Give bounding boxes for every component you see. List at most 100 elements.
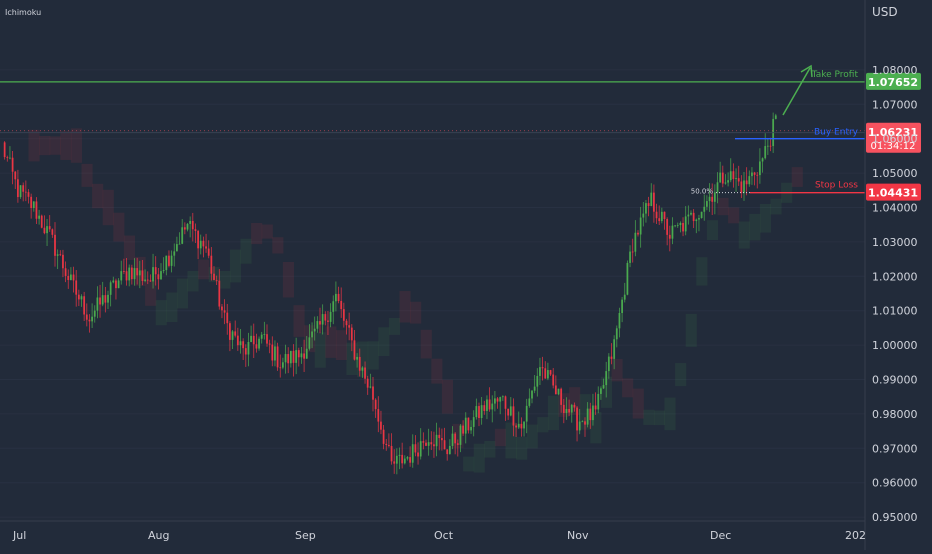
candle: [342, 302, 345, 328]
candle: [231, 329, 234, 350]
candle: [205, 233, 207, 253]
candle: [631, 238, 634, 263]
time-axis[interactable]: Jul Aug Sep Oct Nov Dec 202: [12, 529, 866, 542]
cloud-segment: [643, 409, 655, 425]
cloud-segment: [92, 183, 104, 209]
candle-body: [480, 405, 483, 419]
candle-body: [472, 417, 475, 427]
candle: [210, 247, 213, 281]
candle-body: [335, 293, 337, 302]
candle-body: [607, 356, 610, 372]
cloud-segment: [335, 330, 347, 361]
candle-body: [560, 388, 563, 405]
candle: [268, 339, 271, 354]
candle: [350, 324, 353, 352]
candle: [252, 323, 255, 358]
candle: [467, 417, 470, 434]
candle-body: [250, 335, 252, 343]
candle: [170, 250, 173, 273]
candle-body: [711, 196, 714, 202]
candle-body: [507, 408, 510, 416]
candle: [698, 214, 700, 232]
cloud-segment: [759, 204, 771, 233]
candle-body: [144, 279, 146, 281]
candle: [427, 428, 430, 456]
take-profit-tag[interactable]: [866, 72, 921, 90]
price-tick-label: 1.01000: [872, 305, 918, 318]
currency-label[interactable]: USD: [872, 5, 898, 19]
candle-body: [732, 171, 735, 180]
candle: [120, 260, 123, 285]
candle: [411, 434, 414, 468]
candle: [480, 396, 483, 425]
cloud-segment: [537, 417, 549, 433]
candle-body: [300, 353, 303, 358]
candle: [292, 344, 295, 377]
candle: [144, 269, 146, 283]
candle: [544, 361, 547, 379]
cloud-segment: [357, 341, 369, 378]
candle: [372, 376, 374, 412]
candle-body: [11, 157, 14, 172]
candle: [308, 324, 311, 351]
cloud-segment: [378, 327, 390, 357]
candle: [329, 303, 332, 328]
candle: [615, 325, 618, 348]
candle: [414, 435, 417, 457]
candle-body: [22, 185, 25, 192]
candle-body: [486, 399, 488, 412]
candle-body: [276, 346, 279, 368]
cloud-segment: [293, 305, 305, 337]
candle: [478, 402, 480, 427]
price-axis[interactable]: 1.08000 1.07000 1.06000 1.05000 1.04000 1.030…: [872, 64, 918, 524]
candle-body: [191, 220, 194, 230]
candle-body: [547, 370, 549, 379]
current-price-tag[interactable]: [866, 122, 921, 153]
candle: [51, 228, 54, 238]
candle: [684, 206, 687, 236]
candle-body: [698, 218, 700, 220]
candle: [745, 167, 748, 196]
candle-body: [653, 192, 655, 212]
candle: [443, 427, 446, 450]
candle-body: [104, 295, 107, 303]
indicator-label[interactable]: Ichimoku: [5, 8, 41, 17]
cloud-segment: [176, 278, 188, 309]
candle: [380, 410, 382, 435]
candle: [335, 281, 337, 312]
candle: [274, 340, 276, 367]
candle-body: [504, 396, 507, 409]
stop-loss-tag[interactable]: [866, 183, 921, 201]
candle: [557, 388, 560, 396]
candle: [112, 276, 115, 284]
candle-body: [361, 367, 364, 371]
candle: [316, 316, 319, 333]
candle-body: [454, 433, 457, 444]
cloud-segment: [229, 249, 241, 283]
candle-body: [3, 142, 6, 158]
candle: [282, 357, 284, 370]
candle: [483, 400, 486, 415]
candle: [75, 270, 78, 307]
candle: [356, 353, 358, 368]
candle-body: [231, 331, 234, 340]
candle: [14, 170, 17, 189]
candle: [107, 290, 109, 310]
candle: [753, 171, 756, 186]
candle: [271, 336, 274, 367]
cloud-segment: [70, 128, 82, 163]
candle: [602, 378, 605, 390]
candle: [578, 408, 581, 435]
candle: [88, 314, 91, 333]
candle: [761, 157, 764, 173]
current-price-value: 1.06231: [868, 126, 918, 139]
candle: [125, 257, 128, 286]
cloud-segment: [505, 422, 517, 459]
candle-body: [764, 146, 767, 159]
candle-body: [478, 406, 480, 419]
cloud-segment: [717, 197, 729, 216]
candle: [584, 417, 586, 437]
candle-body: [743, 180, 745, 193]
